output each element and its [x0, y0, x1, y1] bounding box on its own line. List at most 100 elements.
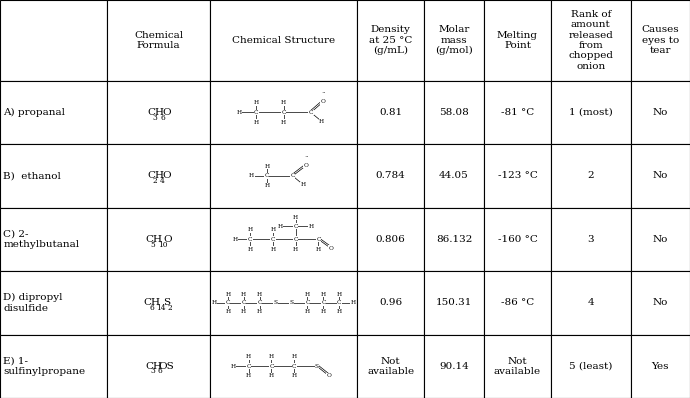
Text: No: No — [653, 235, 668, 244]
Text: ¨: ¨ — [304, 156, 308, 164]
Text: 0.784: 0.784 — [376, 172, 406, 180]
Text: Not
available: Not available — [494, 357, 541, 376]
Text: 5 (least): 5 (least) — [569, 362, 613, 371]
FancyBboxPatch shape — [424, 81, 484, 144]
Text: -86 °C: -86 °C — [501, 298, 534, 307]
Text: 1 (most): 1 (most) — [569, 108, 613, 117]
Text: 14: 14 — [156, 304, 166, 312]
FancyBboxPatch shape — [551, 208, 631, 271]
FancyBboxPatch shape — [210, 271, 357, 335]
Text: C: C — [146, 235, 153, 244]
FancyBboxPatch shape — [484, 335, 551, 398]
FancyBboxPatch shape — [210, 81, 357, 144]
FancyBboxPatch shape — [551, 271, 631, 335]
Text: 58.08: 58.08 — [439, 108, 469, 117]
Text: H: H — [257, 309, 262, 314]
Text: H: H — [301, 182, 306, 187]
Text: C: C — [269, 364, 274, 369]
Text: C: C — [241, 300, 246, 305]
Text: H: H — [337, 292, 342, 297]
Text: Chemical
Formula: Chemical Formula — [134, 31, 183, 50]
FancyBboxPatch shape — [0, 0, 107, 81]
FancyBboxPatch shape — [357, 144, 424, 208]
FancyBboxPatch shape — [210, 335, 357, 398]
FancyBboxPatch shape — [0, 144, 107, 208]
Text: C: C — [290, 174, 295, 178]
Text: H: H — [231, 364, 236, 369]
Text: H: H — [270, 227, 275, 232]
Text: O: O — [162, 172, 170, 180]
Text: 10: 10 — [158, 240, 167, 248]
FancyBboxPatch shape — [631, 271, 690, 335]
Text: H: H — [254, 100, 259, 105]
FancyBboxPatch shape — [107, 144, 210, 208]
FancyBboxPatch shape — [0, 208, 107, 271]
Text: S: S — [163, 298, 170, 307]
FancyBboxPatch shape — [631, 0, 690, 81]
Text: C: C — [147, 172, 155, 180]
FancyBboxPatch shape — [551, 144, 631, 208]
Text: -81 °C: -81 °C — [501, 108, 534, 117]
Text: C: C — [248, 237, 253, 242]
FancyBboxPatch shape — [631, 144, 690, 208]
Text: E) 1-
sulfinylpropane: E) 1- sulfinylpropane — [3, 357, 86, 376]
Text: H: H — [246, 373, 251, 378]
Text: 5: 5 — [151, 240, 155, 248]
Text: 4: 4 — [160, 177, 165, 185]
Text: H: H — [254, 120, 259, 125]
Text: H: H — [233, 237, 237, 242]
Text: H: H — [241, 309, 246, 314]
FancyBboxPatch shape — [424, 144, 484, 208]
Text: C: C — [246, 364, 251, 369]
FancyBboxPatch shape — [631, 81, 690, 144]
Text: C: C — [321, 300, 326, 305]
Text: H: H — [351, 300, 355, 305]
FancyBboxPatch shape — [424, 271, 484, 335]
Text: Rank of
amount
released
from
chopped
onion: Rank of amount released from chopped oni… — [569, 10, 613, 71]
Text: 3: 3 — [150, 367, 155, 375]
Text: 6: 6 — [149, 304, 154, 312]
Text: H: H — [293, 215, 298, 220]
Text: 4: 4 — [588, 298, 594, 307]
Text: 0.806: 0.806 — [376, 235, 406, 244]
Text: H: H — [152, 362, 161, 371]
Text: Chemical Structure: Chemical Structure — [232, 36, 335, 45]
Text: S: S — [315, 364, 319, 369]
Text: H: H — [237, 110, 242, 115]
Text: C: C — [316, 237, 321, 242]
Text: C: C — [293, 224, 298, 229]
FancyBboxPatch shape — [631, 208, 690, 271]
Text: C: C — [308, 110, 313, 115]
Text: H: H — [308, 224, 313, 229]
FancyBboxPatch shape — [107, 208, 210, 271]
Text: 0.96: 0.96 — [379, 298, 402, 307]
Text: H: H — [316, 246, 321, 252]
FancyBboxPatch shape — [484, 271, 551, 335]
Text: H: H — [337, 309, 342, 314]
FancyBboxPatch shape — [107, 81, 210, 144]
Text: C: C — [254, 110, 259, 115]
FancyBboxPatch shape — [357, 0, 424, 81]
Text: C: C — [144, 298, 152, 307]
Text: ¨: ¨ — [321, 92, 325, 100]
Text: Melting
Point: Melting Point — [497, 31, 538, 50]
Text: C: C — [282, 110, 286, 115]
Text: B)  ethanol: B) ethanol — [3, 172, 61, 180]
FancyBboxPatch shape — [551, 0, 631, 81]
Text: H: H — [305, 309, 310, 314]
Text: No: No — [653, 108, 668, 117]
Text: H: H — [212, 300, 217, 305]
Text: C: C — [226, 300, 230, 305]
FancyBboxPatch shape — [357, 81, 424, 144]
Text: H: H — [249, 174, 254, 178]
Text: H: H — [154, 172, 163, 180]
Text: O: O — [321, 100, 326, 104]
Text: Yes: Yes — [651, 362, 669, 371]
Text: -160 °C: -160 °C — [497, 235, 538, 244]
FancyBboxPatch shape — [0, 335, 107, 398]
Text: C) 2-
methylbutanal: C) 2- methylbutanal — [3, 230, 79, 249]
Text: O: O — [304, 163, 308, 168]
FancyBboxPatch shape — [551, 335, 631, 398]
Text: H: H — [152, 235, 161, 244]
Text: 150.31: 150.31 — [436, 298, 472, 307]
